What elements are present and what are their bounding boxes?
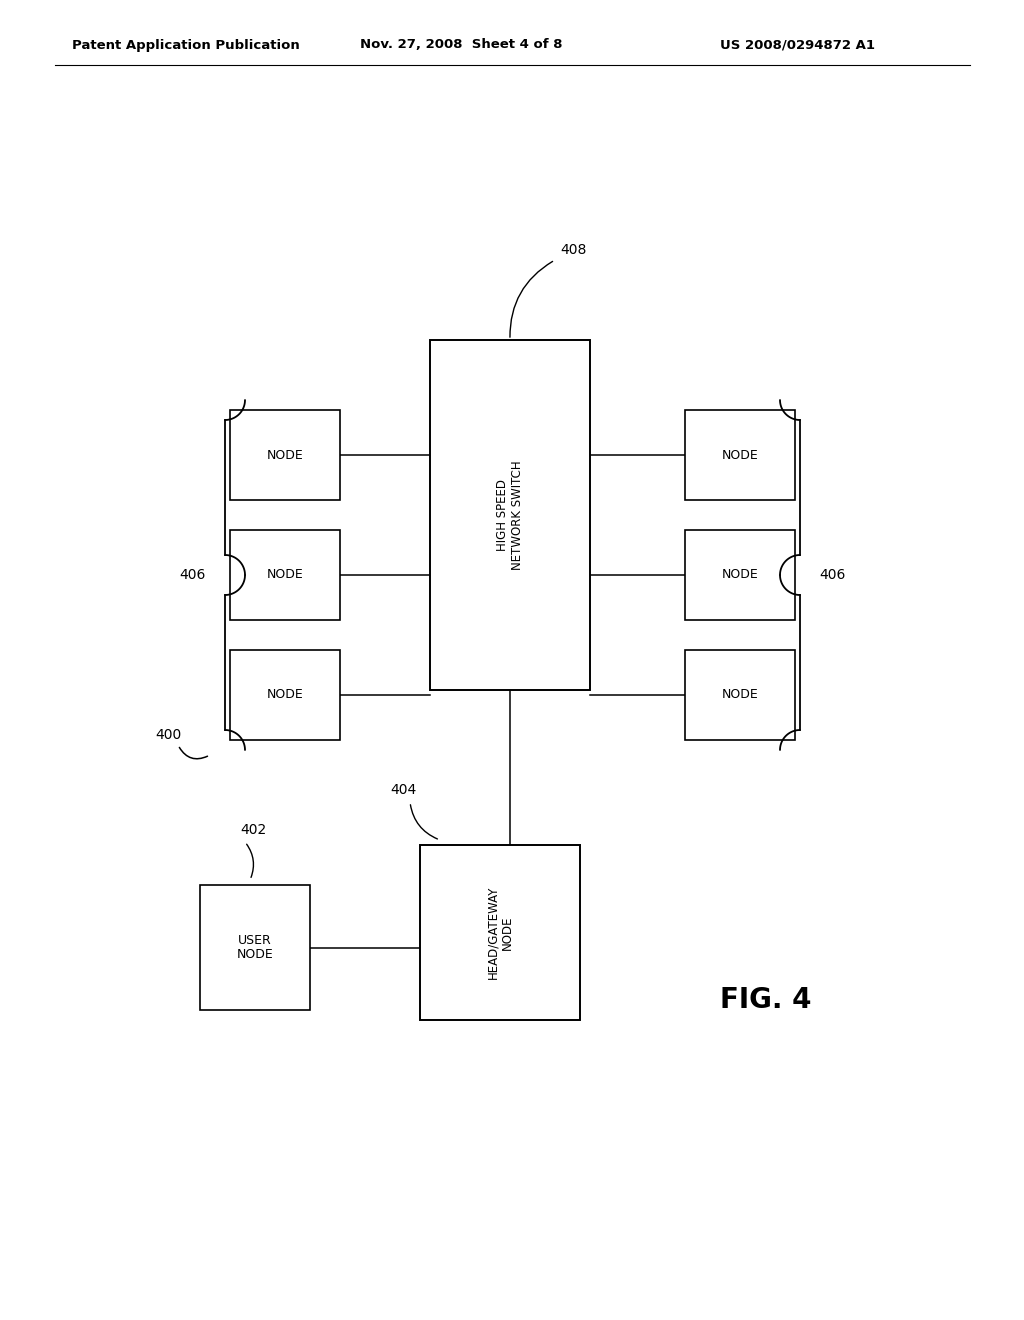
Text: NODE: NODE [722,449,759,462]
Text: NODE: NODE [266,449,303,462]
Text: Nov. 27, 2008  Sheet 4 of 8: Nov. 27, 2008 Sheet 4 of 8 [360,38,562,51]
Text: US 2008/0294872 A1: US 2008/0294872 A1 [720,38,874,51]
Text: 406: 406 [820,568,846,582]
Text: 404: 404 [390,783,416,797]
Text: NODE: NODE [722,689,759,701]
Bar [200,884,310,1010]
Bar [685,649,795,741]
Text: NODE: NODE [266,689,303,701]
Bar [230,411,340,500]
Bar [430,341,590,690]
Bar [230,531,340,620]
Bar [420,845,580,1020]
Text: Patent Application Publication: Patent Application Publication [72,38,300,51]
Text: HEAD/GATEWAY
NODE: HEAD/GATEWAY NODE [486,886,514,979]
Text: 402: 402 [240,822,266,837]
Bar [230,649,340,741]
Text: HIGH SPEED
NETWORK SWITCH: HIGH SPEED NETWORK SWITCH [496,461,524,570]
Text: NODE: NODE [722,569,759,582]
Bar [685,411,795,500]
Bar [685,531,795,620]
Text: FIG. 4: FIG. 4 [720,986,811,1014]
Text: 408: 408 [560,243,587,257]
Text: NODE: NODE [266,569,303,582]
Text: USER
NODE: USER NODE [237,933,273,961]
Text: 406: 406 [179,568,205,582]
Text: 400: 400 [155,729,181,742]
